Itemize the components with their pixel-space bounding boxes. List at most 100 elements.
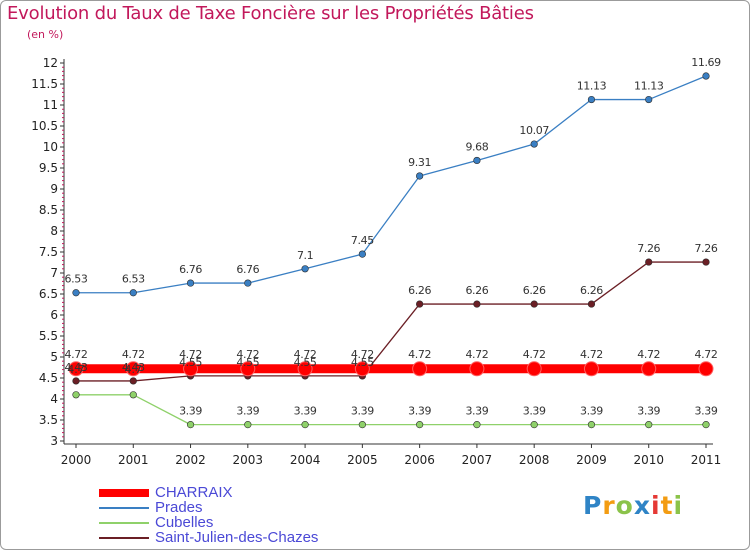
legend-swatch-saint-julien-des-chazes: [99, 536, 149, 539]
legend-item-prades: Prades: [99, 500, 318, 515]
data-point-prades: [358, 250, 366, 258]
legend-label-saint-julien-des-chazes: Saint-Julien-des-Chazes: [155, 529, 319, 546]
data-label-charraix: 4.72: [65, 348, 88, 361]
data-label-overlap: 4.7: [125, 363, 143, 376]
data-label-cubelles: 3.39: [179, 405, 202, 418]
data-label-saint-julien-des-chazes: 6.26: [408, 284, 431, 297]
data-point-prades: [72, 289, 80, 297]
data-label-cubelles: 3.39: [294, 405, 317, 418]
data-point-saint-julien-des-chazes: [129, 377, 137, 385]
data-point-cubelles: [72, 391, 80, 399]
data-label-saint-julien-des-chazes: 4.43: [122, 361, 145, 374]
x-tick-label: 2003: [233, 453, 264, 467]
data-label-cubelles: 3.39: [637, 405, 660, 418]
data-label-cubelles: 3.39: [580, 405, 603, 418]
y-tick-label: 3.5: [39, 413, 58, 427]
y-unit-label: (en %): [27, 28, 64, 41]
data-point-prades: [702, 72, 710, 80]
data-label-prades: 6.76: [179, 263, 202, 276]
legend-label-cubelles: Cubelles: [155, 514, 214, 531]
y-tick-label: 8.5: [39, 203, 58, 217]
data-label-saint-julien-des-chazes: 4.55: [179, 356, 202, 369]
y-tick-label: 3: [50, 434, 58, 448]
series-line-saint-julien-des-chazes: [76, 261, 706, 382]
data-point-charraix: [297, 361, 313, 377]
x-tick-label: 2001: [118, 453, 149, 467]
legend: CHARRAIX Prades Cubelles Saint-Julien-des-C…: [99, 485, 318, 545]
data-label-prades: 10.07: [519, 124, 549, 137]
data-point-prades: [301, 265, 309, 273]
y-tick-label: 11: [43, 98, 58, 112]
data-label-charraix: 4.72: [236, 348, 259, 361]
y-tick-label: 5.5: [39, 329, 58, 343]
legend-label-prades: Prades: [155, 499, 203, 516]
y-tick-label: 9: [50, 182, 58, 196]
data-label-saint-julien-des-chazes: 6.26: [523, 284, 546, 297]
y-tick-label: 5: [50, 350, 58, 364]
data-label-saint-julien-des-chazes: 6.26: [580, 284, 603, 297]
y-tick-label: 4: [50, 392, 58, 406]
y-tick-label: 6: [50, 308, 58, 322]
data-point-cubelles: [301, 421, 309, 429]
data-point-cubelles: [129, 391, 137, 399]
data-label-saint-julien-des-chazes: 4.43: [65, 361, 88, 374]
data-point-saint-julien-des-chazes: [473, 300, 481, 308]
data-label-saint-julien-des-chazes: 6.26: [465, 284, 488, 297]
data-label-charraix: 4.72: [580, 348, 603, 361]
x-tick-label: 2007: [462, 453, 493, 467]
data-label-cubelles: 3.39: [236, 405, 259, 418]
data-label-cubelles: 3.39: [408, 405, 431, 418]
data-point-cubelles: [645, 421, 653, 429]
data-point-charraix: [583, 361, 599, 377]
data-label-charraix: 4.72: [523, 348, 546, 361]
data-label-prades: 11.13: [577, 80, 607, 93]
data-label-saint-julien-des-chazes: 7.26: [695, 242, 718, 255]
data-label-charraix: 4.72: [122, 348, 145, 361]
legend-item-cubelles: Cubelles: [99, 515, 318, 530]
proxiti-logo: Proxiti: [583, 491, 684, 520]
data-label-charraix: 4.72: [294, 348, 317, 361]
data-label-prades: 6.76: [236, 263, 259, 276]
legend-item-charraix: CHARRAIX: [99, 485, 318, 500]
legend-swatch-charraix: [99, 488, 149, 497]
data-point-saint-julien-des-chazes: [72, 377, 80, 385]
data-label-charraix: 4.72: [408, 348, 431, 361]
data-point-cubelles: [702, 421, 710, 429]
data-label-prades: 11.13: [634, 80, 664, 93]
data-label-prades: 6.53: [122, 273, 145, 286]
data-point-saint-julien-des-chazes: [702, 258, 710, 266]
data-label-prades: 11.69: [691, 56, 721, 69]
data-point-charraix: [412, 361, 428, 377]
data-point-charraix: [469, 361, 485, 377]
data-point-cubelles: [358, 421, 366, 429]
data-point-charraix: [183, 361, 199, 377]
data-point-charraix: [68, 361, 84, 377]
x-tick-label: 2009: [576, 453, 607, 467]
legend-swatch-cubelles: [99, 521, 149, 524]
data-point-saint-julien-des-chazes: [416, 300, 424, 308]
legend-swatch-prades: [99, 506, 149, 509]
y-tick-label: 12: [43, 56, 58, 70]
x-tick-label: 2011: [691, 453, 722, 467]
data-label-charraix: 4.72: [351, 348, 374, 361]
data-point-saint-julien-des-chazes: [587, 300, 596, 308]
y-tick-label: 10: [43, 140, 58, 154]
data-label-charraix: 4.72: [637, 348, 660, 361]
y-tick-label: 7.5: [39, 245, 58, 259]
data-label-prades: 9.31: [408, 156, 431, 169]
data-label-prades: 7.1: [297, 249, 313, 262]
data-label-saint-julien-des-chazes: 7.26: [637, 242, 660, 255]
data-label-saint-julien-des-chazes: 4.55: [351, 356, 374, 369]
data-point-saint-julien-des-chazes: [530, 300, 538, 308]
chart-title: Evolution du Taux de Taxe Foncière sur l…: [7, 3, 534, 24]
data-point-cubelles: [587, 421, 596, 429]
y-tick-label: 4.5: [39, 371, 58, 385]
data-point-cubelles: [473, 421, 481, 429]
data-point-charraix: [240, 361, 256, 377]
data-point-prades: [416, 172, 424, 180]
data-label-cubelles: 3.39: [523, 405, 546, 418]
data-point-charraix: [354, 361, 370, 377]
data-label-cubelles: 3.39: [351, 405, 374, 418]
